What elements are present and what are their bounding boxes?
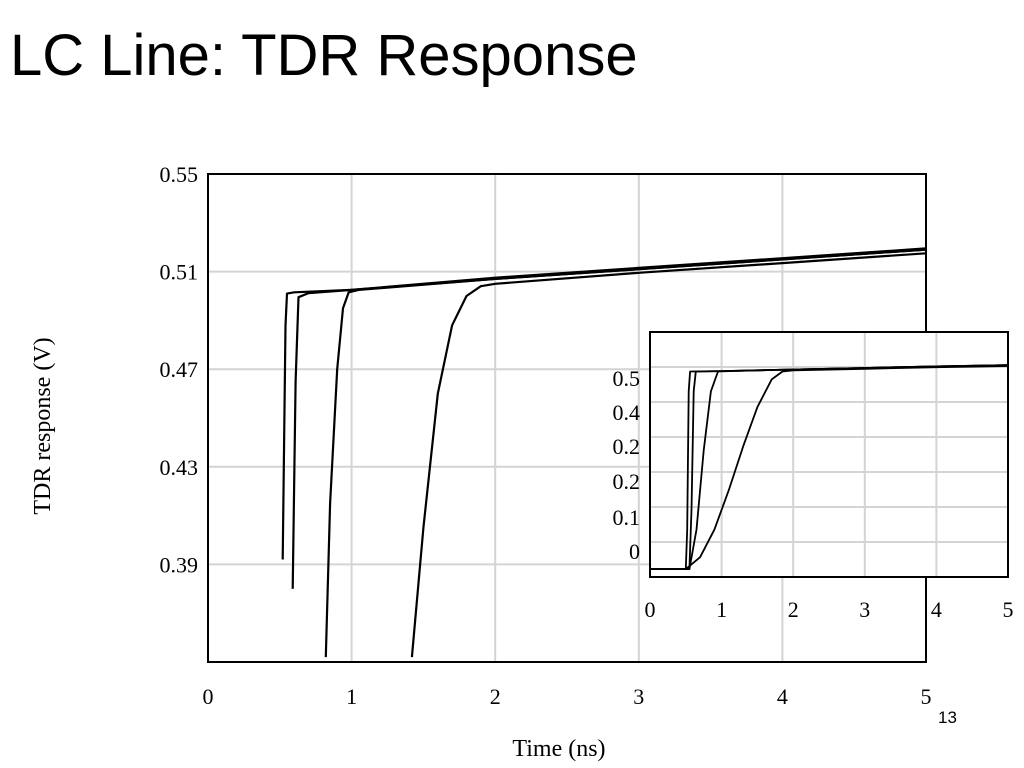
main-chart-x-tick-label: 4 [777, 684, 788, 709]
inset-chart-series-line-4 [650, 365, 1009, 570]
slide-title: LC Line: TDR Response [10, 23, 638, 88]
main-chart-x-tick-label: 2 [490, 684, 501, 709]
main-chart-x-tick-label: 3 [633, 684, 644, 709]
main-chart-y-tick-label: 0.47 [160, 357, 199, 382]
inset-chart-x-tick-label: 2 [788, 597, 799, 622]
inset-chart-y-tick-label: 0.4 [613, 400, 641, 425]
inset-chart-x-tick-label: 3 [859, 597, 870, 622]
main-chart-x-axis-title: Time (ns) [512, 736, 605, 762]
page-number: 13 [938, 708, 957, 727]
inset-chart-y-tick-label: 0 [629, 539, 640, 564]
inset-chart-plot-background [650, 332, 1008, 577]
main-chart-y-tick-label: 0.43 [160, 455, 199, 480]
main-chart-x-tick-label: 1 [346, 684, 357, 709]
inset-chart-y-tick-label: 0.5 [613, 366, 641, 391]
inset-chart-y-tick-label: 0.2 [613, 469, 641, 494]
main-chart-y-tick-label: 0.55 [160, 162, 199, 187]
main-chart-x-tick-label: 0 [203, 684, 214, 709]
main-chart-x-tick-label: 5 [921, 684, 932, 709]
inset-chart-y-tick-label: 0.2 [613, 434, 641, 459]
inset-chart-x-tick-label: 1 [716, 597, 727, 622]
inset-chart-plot-frame [649, 331, 1009, 578]
main-chart-series-line-4 [410, 252, 927, 658]
inset-chart-x-tick-label: 0 [645, 597, 656, 622]
main-chart-y-tick-label: 0.51 [160, 260, 199, 285]
main-chart-y-tick-label: 0.39 [160, 552, 199, 577]
inset-chart-y-tick-label: 0.1 [613, 505, 641, 530]
inset-chart-x-tick-label: 4 [931, 597, 942, 622]
main-chart-y-axis-title: TDR response (V) [30, 337, 56, 514]
inset-chart-group: 0 1 2 3 4 5 0.5 0.4 0.2 0.2 0.1 0 [613, 331, 1014, 622]
inset-chart-x-tick-label: 5 [1003, 597, 1014, 622]
main-chart-series-line-3 [324, 248, 927, 658]
